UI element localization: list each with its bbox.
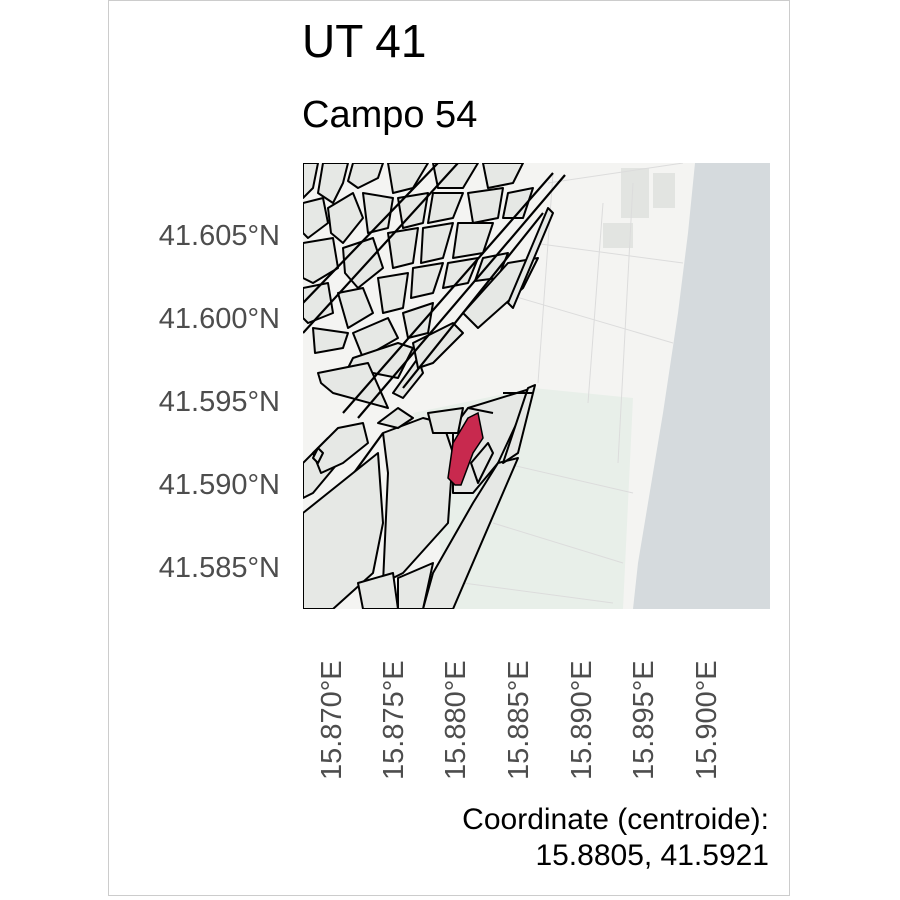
caption-line-1: Coordinate (centroide): [462,803,769,836]
x-tick-label: 15.870°E [316,660,348,780]
x-tick-label: 15.900°E [691,660,723,780]
x-tick-label: 15.890°E [566,660,598,780]
town-parcels [303,163,554,409]
centroid-caption: Coordinate (centroide): 15.8805, 41.5921 [462,802,769,874]
y-tick-label: 41.585°N [158,552,280,584]
x-tick-label: 15.875°E [378,660,410,780]
y-tick-label: 41.605°N [158,220,280,252]
x-tick-label: 15.885°E [503,660,535,780]
field-lines [467,392,533,414]
highlighted-parcel [447,411,484,486]
x-tick-label: 15.895°E [628,660,660,780]
y-tick-label: 41.595°N [158,386,280,418]
y-tick-label: 41.590°N [158,469,280,501]
map-svg [303,163,770,609]
rural-roads [462,163,684,604]
map-panel[interactable] [303,163,770,609]
map-title: UT 41 [302,15,427,67]
sea-area [633,163,770,609]
y-tick-label: 41.600°N [158,303,280,335]
town-area [603,168,675,248]
x-tick-label: 15.880°E [440,660,472,780]
caption-line-2: 15.8805, 41.5921 [535,839,769,872]
map-subtitle: Campo 54 [302,94,478,136]
